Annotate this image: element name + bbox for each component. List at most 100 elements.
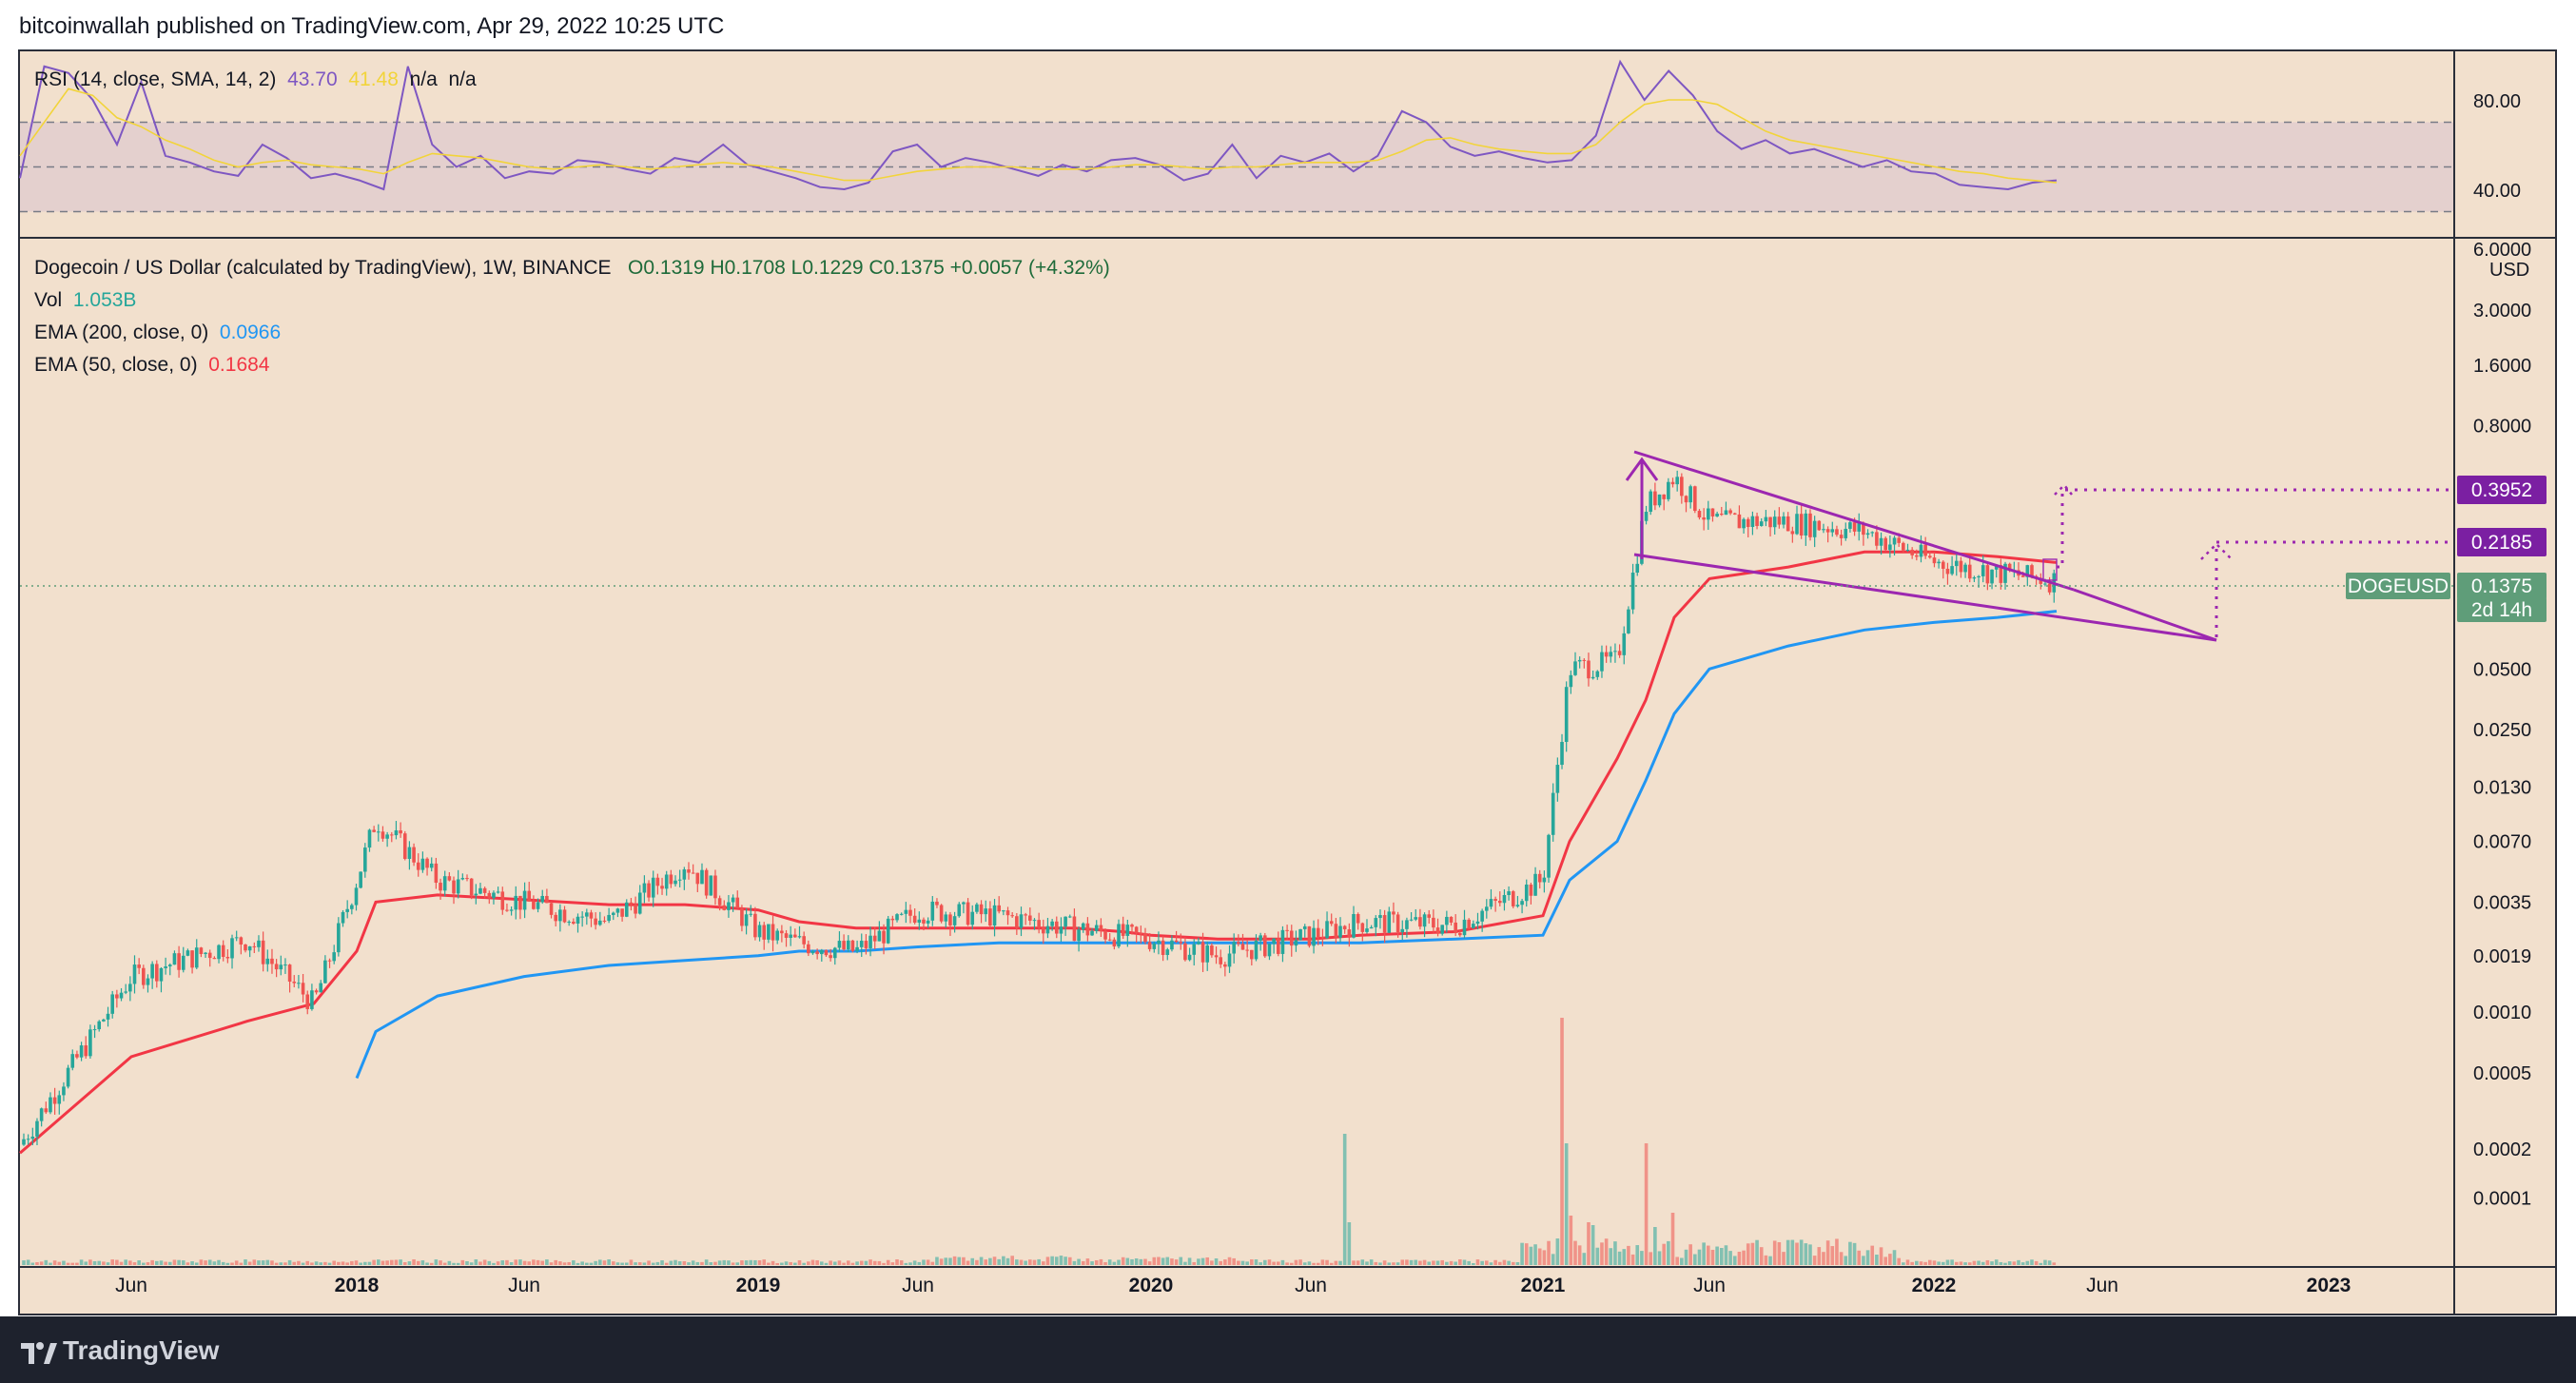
candle-body: [128, 984, 132, 992]
candle-body: [1897, 537, 1901, 543]
rsi-pane: [19, 59, 2058, 191]
candle-body: [310, 990, 314, 1009]
candle-body: [1768, 516, 1772, 528]
candle-body: [872, 935, 877, 942]
volume-bar: [1449, 1260, 1454, 1265]
volume-bar: [1524, 1243, 1529, 1265]
volume-bar: [912, 1260, 917, 1265]
symbol-legend[interactable]: Dogecoin / US Dollar (calculated by Trad…: [34, 257, 1110, 280]
volume-bar: [1307, 1261, 1312, 1265]
candle-body: [1622, 633, 1627, 655]
candle-body: [527, 890, 532, 902]
ema200-legend[interactable]: EMA (200, close, 0) 0.0966: [34, 321, 281, 344]
volume-bar: [1750, 1242, 1755, 1265]
ema50-label: EMA (50, close, 0): [34, 354, 198, 376]
rsi-legend[interactable]: RSI (14, close, SMA, 14, 2) 43.70 41.48 …: [34, 68, 477, 91]
volume-bar: [1897, 1257, 1901, 1265]
volume-bar: [1967, 1262, 1972, 1265]
volume-bar: [1852, 1242, 1857, 1265]
candle-body: [1445, 916, 1449, 925]
volume-legend[interactable]: Vol 1.053B: [34, 289, 136, 312]
candle-body: [1865, 533, 1870, 536]
chart-frame[interactable]: [18, 49, 2557, 1315]
candle-body: [1395, 914, 1400, 933]
tradingview-brand[interactable]: TradingView: [63, 1335, 220, 1365]
volume-bar: [1777, 1241, 1782, 1265]
rsi-line-rsi: [19, 59, 2058, 191]
candle-body: [1094, 925, 1099, 931]
candle-body: [1888, 544, 1892, 551]
candle-body: [337, 923, 341, 953]
volume-bar: [727, 1260, 731, 1265]
ema50-legend[interactable]: EMA (50, close, 0) 0.1684: [34, 354, 269, 377]
volume-bar: [1369, 1259, 1374, 1265]
volume-bar: [1054, 1256, 1059, 1265]
volume-bar: [1795, 1242, 1799, 1265]
volume-bar: [155, 1260, 159, 1265]
volume-bar: [1475, 1259, 1480, 1265]
candle-body: [1347, 929, 1352, 938]
candle-body: [545, 895, 549, 904]
volume-bar: [607, 1259, 611, 1265]
volume-bar: [57, 1261, 62, 1265]
candle-body: [1276, 938, 1280, 954]
candle-body: [1077, 929, 1081, 942]
volume-bar: [1888, 1254, 1892, 1265]
candle-body: [722, 905, 727, 910]
candle-body: [687, 869, 691, 873]
volume-bar: [102, 1261, 106, 1265]
volume-bar: [598, 1259, 602, 1265]
candle-body: [381, 831, 385, 839]
candle-body: [314, 990, 319, 993]
candle-body: [287, 964, 292, 983]
volume-bar: [234, 1260, 239, 1265]
candle-body: [1032, 920, 1037, 922]
volume-bar: [709, 1262, 713, 1265]
tradingview-logo-icon[interactable]: [19, 1334, 57, 1372]
volume-bar: [558, 1261, 562, 1265]
candle-body: [1702, 516, 1706, 520]
candle-body: [261, 940, 265, 964]
time-tick-label: Jun: [2086, 1275, 2118, 1296]
candle-body: [1507, 891, 1511, 895]
volume-bar: [1205, 1256, 1210, 1265]
candle-body: [740, 907, 744, 926]
candle-body: [1024, 914, 1027, 916]
volume-bar: [1857, 1250, 1862, 1265]
candle-body: [194, 947, 199, 968]
volume-bar: [1170, 1258, 1174, 1265]
volume-bar: [1719, 1248, 1724, 1265]
volume-bar: [704, 1259, 709, 1265]
candle-body: [1732, 513, 1737, 515]
volume-bar: [1497, 1261, 1502, 1265]
volume-bar: [1395, 1262, 1400, 1265]
volume-bar: [217, 1259, 221, 1265]
volume-bar: [1564, 1143, 1569, 1265]
volume-bar: [244, 1259, 247, 1265]
volume-bar: [637, 1262, 642, 1265]
candle-body: [514, 895, 518, 910]
volume-bar: [199, 1259, 204, 1265]
candle-body: [988, 908, 992, 926]
price-tick-label: 0.0010: [2473, 1003, 2531, 1023]
volume-bar: [1480, 1260, 1484, 1265]
candle-body: [2020, 575, 2025, 577]
volume-bar: [1667, 1240, 1670, 1265]
last-price-tag: 0.1375: [2471, 575, 2532, 597]
volume-bar: [1312, 1262, 1316, 1265]
candle-body: [1883, 537, 1887, 551]
volume-bar: [1772, 1240, 1777, 1265]
candle-body: [97, 1021, 102, 1030]
volume-bar: [771, 1260, 775, 1265]
candle-body: [1547, 834, 1551, 878]
candle-body: [948, 914, 952, 925]
candle-body: [1054, 921, 1059, 934]
candle-body: [283, 964, 287, 966]
volume-bar: [700, 1261, 704, 1265]
candle-body: [354, 887, 359, 906]
candle-body: [270, 958, 274, 964]
candle-body: [576, 916, 580, 925]
volume-bar: [757, 1259, 762, 1265]
volume-bar: [948, 1257, 952, 1265]
